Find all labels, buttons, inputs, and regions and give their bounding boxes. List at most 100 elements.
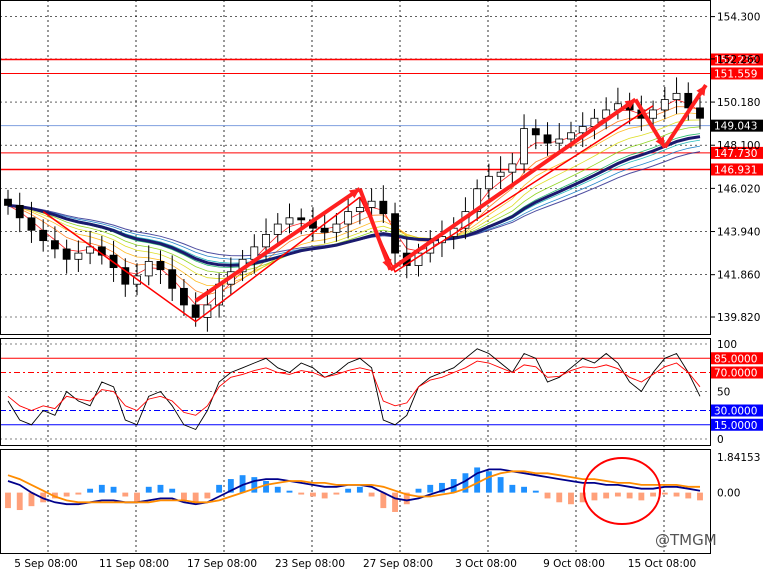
candle-body xyxy=(391,213,399,254)
macd-histogram-bar xyxy=(16,492,23,511)
macd-histogram-bar xyxy=(181,492,187,501)
candle-body xyxy=(543,134,552,144)
candle-body xyxy=(4,198,12,206)
stoch-level-box xyxy=(711,404,763,417)
candle-body xyxy=(262,234,270,248)
macd-histogram-bar xyxy=(697,492,703,501)
candle-body xyxy=(660,99,669,111)
candle-body xyxy=(484,175,493,190)
macd-histogram-bar xyxy=(145,486,152,493)
macd-histogram-bar xyxy=(650,492,657,497)
candle-body xyxy=(567,132,575,140)
macd-histogram-bar xyxy=(5,492,11,509)
stoch-tick-label: 100 xyxy=(717,339,737,351)
macd-histogram-bar xyxy=(333,492,340,495)
level-label: 147.730 xyxy=(714,148,757,160)
macd-histogram-bar xyxy=(98,484,105,493)
annotations xyxy=(42,83,708,323)
arrow-up-1-head xyxy=(348,188,360,199)
macd-histogram-bar xyxy=(661,492,668,495)
trendline-down-up xyxy=(42,196,361,323)
candle-body xyxy=(191,304,200,318)
candle-body xyxy=(520,128,528,165)
arrow-down-1-head xyxy=(382,258,392,270)
candle-body xyxy=(180,287,188,306)
arrow-up-2 xyxy=(389,97,637,272)
macd-histogram-bar xyxy=(380,492,387,509)
macd-histogram-bar xyxy=(192,492,199,505)
macd-histogram-bar xyxy=(251,477,258,493)
candle-body xyxy=(39,229,48,242)
macd-histogram-bar xyxy=(157,484,164,493)
candle-body xyxy=(297,217,306,221)
arrow-down-2-head xyxy=(655,136,665,148)
axes xyxy=(0,0,715,554)
candle-body xyxy=(203,304,212,318)
macd-histogram-bar xyxy=(614,492,621,497)
x-tick-label: 15 Oct 08:00 xyxy=(628,558,696,570)
macd-histogram-bar xyxy=(286,490,293,493)
macd-histogram-bar xyxy=(556,492,563,503)
x-tick-label: 5 Sep 08:00 xyxy=(14,558,77,570)
macd-histogram-bar xyxy=(122,492,129,497)
macd-histogram-bar xyxy=(75,492,82,495)
level-label: 146.931 xyxy=(714,164,757,176)
x-tick-label: 23 Sep 08:00 xyxy=(275,558,345,570)
level-label: 152.232 xyxy=(714,54,757,66)
ma-line xyxy=(7,145,701,260)
candle-body xyxy=(144,260,153,277)
candle-body xyxy=(696,107,704,119)
candle-body xyxy=(367,200,376,208)
macd-histogram-bar xyxy=(485,471,492,493)
macd-histogram-bar xyxy=(356,486,363,493)
stoch-tick-label: 0 xyxy=(717,434,724,446)
macd-line xyxy=(7,470,700,504)
macd-histogram-bar xyxy=(110,486,117,493)
level-label: 151.559 xyxy=(714,68,757,80)
horizontal-levels: 152.232 151.559 149.043 147.730 146.931 xyxy=(0,53,763,176)
level-label-box xyxy=(711,163,763,176)
y-tick-label: 146.020 xyxy=(717,183,760,195)
y-tick-label: 139.820 xyxy=(717,312,760,324)
macd-histogram-bar xyxy=(403,492,410,505)
stoch-tick-label: 50 xyxy=(717,387,730,399)
watermark-text: @TMGM xyxy=(655,531,717,549)
macd-histogram-bar xyxy=(509,484,516,493)
stoch-level-label: 30.0000 xyxy=(714,406,757,418)
macd-histogram-bar xyxy=(497,477,504,493)
x-tick-label: 27 Sep 08:00 xyxy=(363,558,433,570)
macd-histogram-bar xyxy=(626,492,633,499)
candle-body xyxy=(320,227,329,233)
macd-histogram-bar xyxy=(685,492,692,499)
candle-body xyxy=(86,246,95,254)
level-label-box xyxy=(711,119,763,132)
macd-histogram-bar xyxy=(521,486,527,493)
macd-histogram-bar xyxy=(263,481,269,493)
arrow-down-1 xyxy=(357,188,393,271)
macd-histogram-bar xyxy=(368,492,375,497)
candle-body xyxy=(50,240,59,250)
ma-line xyxy=(7,119,701,280)
level-label: 149.043 xyxy=(714,121,757,133)
y-tick-label: 150.180 xyxy=(717,97,760,109)
candle-body xyxy=(273,223,282,235)
macd-tick-label: 1.84153 xyxy=(717,452,760,464)
candle-body xyxy=(121,267,130,285)
macd-histogram-bar xyxy=(274,486,281,493)
x-tick-label: 17 Sep 08:00 xyxy=(187,558,257,570)
macd-histogram-bar xyxy=(216,484,223,493)
stoch-level-label: 85.0000 xyxy=(714,353,757,365)
slow-ma-line xyxy=(7,135,701,267)
stoch-level-box xyxy=(711,418,763,431)
macd-histogram-bar xyxy=(345,488,352,493)
macd-histogram-bar xyxy=(474,467,481,493)
macd-histogram-bar xyxy=(87,488,94,493)
candle-body xyxy=(355,207,364,213)
macd-histogram-bar xyxy=(544,492,551,499)
y-tick-label: 154.300 xyxy=(717,12,760,24)
arrow-up-2-head xyxy=(624,99,636,110)
candle-body xyxy=(496,171,505,177)
panel-frame-0 xyxy=(0,0,711,335)
arrow-up-1 xyxy=(194,187,361,303)
level-label-box xyxy=(711,67,763,80)
